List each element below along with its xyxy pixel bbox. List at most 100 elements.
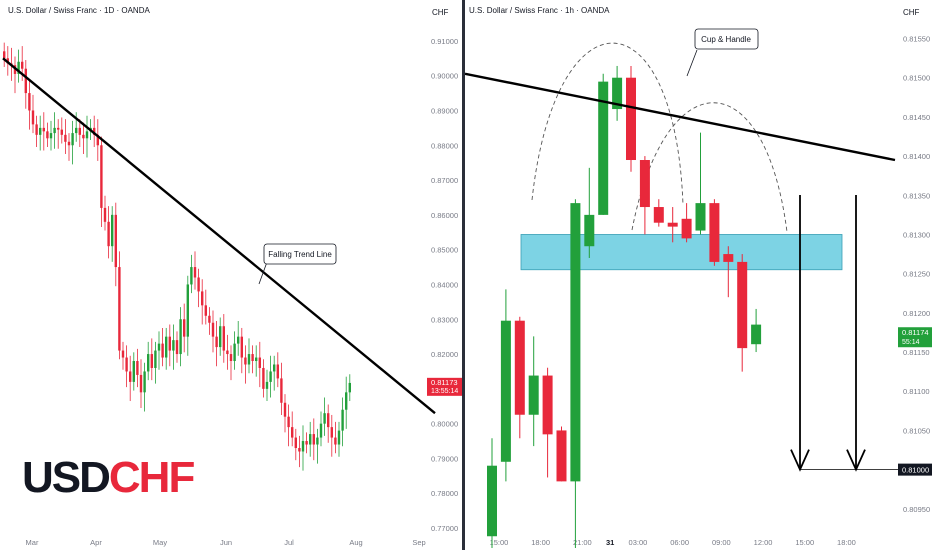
- daily-candle-body: [334, 437, 337, 445]
- daily-candle-body: [240, 336, 243, 358]
- handle-arc: [631, 102, 788, 233]
- daily-candle-body: [157, 343, 161, 351]
- y-tick-label: 0.81200: [903, 309, 930, 318]
- daily-candle-body: [64, 134, 67, 142]
- daily-candle-body: [348, 382, 351, 393]
- y-tick-label: 0.86000: [431, 211, 458, 220]
- x-tick-label: 18:00: [531, 538, 550, 547]
- y-tick-label: 0.87000: [431, 176, 458, 185]
- x-tick-label: Mar: [26, 538, 39, 547]
- daily-candle-body: [78, 127, 81, 135]
- daily-candle-body: [301, 441, 305, 452]
- hourly-candle-body: [500, 320, 511, 462]
- daily-candle-body: [3, 51, 6, 59]
- y-tick-label: 0.81500: [903, 74, 930, 83]
- daily-candle-body: [323, 413, 326, 424]
- daily-candle-body: [204, 305, 207, 316]
- daily-candle-body: [154, 350, 157, 368]
- daily-candle-body: [269, 371, 272, 382]
- daily-candle-body: [147, 354, 150, 372]
- daily-candle-body: [280, 378, 283, 403]
- annotation-label: Cup & Handle: [701, 35, 751, 44]
- hourly-candle-body: [570, 203, 581, 482]
- hourly-chart-svg[interactable]: CHF 0.81550 0.81500 0.81450 0.81400 0.81350 0.…: [465, 0, 932, 550]
- daily-candle-body: [132, 361, 135, 382]
- x-tick-label: Jul: [284, 538, 294, 547]
- y-tick-label: 0.82000: [431, 350, 458, 359]
- annotation-box: [263, 243, 337, 265]
- y-tick-label: 0.81450: [903, 113, 930, 122]
- daily-candle-body: [237, 336, 240, 344]
- y-tick-label: 0.89000: [431, 106, 458, 115]
- support-zone: [520, 234, 843, 271]
- target-price-value: 0.81000: [902, 466, 929, 475]
- daily-candle-body: [107, 221, 110, 247]
- daily-candle-body: [168, 336, 171, 351]
- hourly-candle-body: [723, 254, 734, 262]
- y-tick-label: 0.90000: [431, 72, 458, 81]
- daily-candle-body: [143, 371, 146, 393]
- daily-candle-body: [337, 430, 341, 445]
- daily-candle-body: [139, 374, 143, 393]
- descending-trend-line: [465, 72, 896, 162]
- y-tick-label: 0.81100: [903, 387, 930, 396]
- x-tick-label: Sep: [412, 538, 425, 547]
- daily-candle-body: [190, 267, 193, 285]
- x-tick-label: 31: [606, 538, 614, 547]
- daily-candle-body: [53, 127, 56, 134]
- daily-candle-body: [103, 207, 107, 222]
- daily-candle-body: [291, 427, 294, 438]
- hourly-candle-body: [667, 222, 678, 227]
- daily-chart-panel[interactable]: U.S. Dollar / Swiss Franc · 1D · OANDA C…: [0, 0, 462, 550]
- daily-candle-body: [226, 350, 229, 355]
- y-tick-label: 0.81150: [903, 348, 930, 357]
- panel-divider[interactable]: [462, 0, 465, 550]
- y-tick-label: 0.85000: [431, 246, 458, 255]
- daily-chart-title: U.S. Dollar / Swiss Franc · 1D · OANDA: [8, 6, 150, 15]
- daily-candle-body: [161, 343, 164, 358]
- hourly-candle-body: [584, 214, 595, 247]
- daily-candle-body: [215, 336, 218, 348]
- countdown-value: 55:14: [902, 339, 920, 346]
- y-tick-label: 0.78000: [431, 489, 458, 498]
- hourly-candle-body: [542, 375, 553, 435]
- x-tick-label: Jun: [220, 538, 232, 547]
- hourly-candle-body: [612, 77, 623, 110]
- daily-candle-body: [85, 131, 89, 139]
- daily-candle-body: [273, 364, 276, 372]
- annotation-box: [694, 28, 759, 50]
- hourly-candle-body: [514, 320, 525, 415]
- daily-chart-svg[interactable]: CHF 0.91000 0.90000 0.89000 0.88000 0.87000 0.…: [0, 0, 462, 550]
- daily-candle-body: [136, 361, 139, 375]
- daily-candle-body: [57, 127, 60, 130]
- y-tick-label: 0.91000: [431, 37, 458, 46]
- daily-candle-body: [294, 437, 297, 449]
- x-tick-label: Apr: [90, 538, 102, 547]
- daily-candle-body: [345, 392, 348, 410]
- hourly-chart-panel[interactable]: U.S. Dollar / Swiss Franc · 1h · OANDA C…: [465, 0, 932, 550]
- usdchf-logo: USDCHF: [22, 453, 195, 502]
- hourly-candle-body: [598, 81, 609, 215]
- countdown-value: 13:55:14: [431, 388, 458, 395]
- hourly-candle-body: [737, 261, 748, 349]
- x-tick-label: 03:00: [629, 538, 648, 547]
- y-tick-label: 0.88000: [431, 141, 458, 150]
- x-tick-label: May: [153, 538, 167, 547]
- daily-candle-body: [82, 134, 85, 139]
- hourly-candle-body: [751, 324, 762, 345]
- y-tick-label: 0.81350: [903, 191, 930, 200]
- hourly-candle-body: [709, 203, 720, 262]
- hourly-candle-body: [695, 203, 706, 231]
- daily-candle-body: [165, 336, 168, 358]
- daily-candle-body: [186, 284, 189, 337]
- daily-candle-body: [28, 93, 31, 111]
- daily-candle-body: [175, 340, 179, 355]
- daily-candle-body: [111, 214, 114, 247]
- daily-candle-body: [114, 214, 117, 268]
- daily-candle-body: [21, 61, 24, 69]
- daily-candle-body: [287, 416, 290, 428]
- daily-candle-body: [327, 413, 330, 428]
- logo-usd: USD: [22, 453, 111, 502]
- daily-candle-body: [251, 354, 254, 362]
- daily-candle-body: [201, 291, 204, 306]
